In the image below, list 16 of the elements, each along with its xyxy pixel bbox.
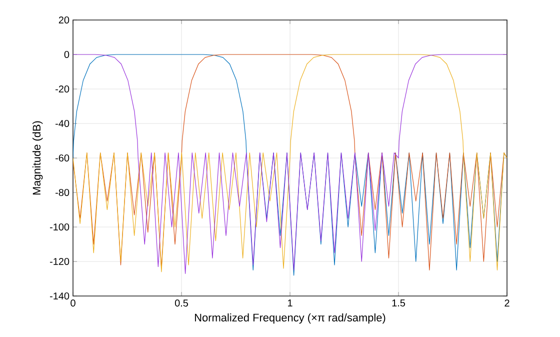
x-tick-label: 0 (70, 300, 76, 307)
x-tick-label: 1.5 (392, 300, 406, 306)
y-tick-label: -60 (56, 154, 70, 162)
y-tick-label: 20 (58, 16, 70, 24)
y-tick-label: -120 (50, 258, 70, 266)
x-axis-title: Normalized Frequency (×π rad/sample) (195, 313, 386, 324)
y-tick-label: -20 (56, 85, 70, 93)
y-tick-label: -80 (56, 188, 70, 196)
y-tick-label: 0 (64, 50, 70, 58)
x-tick-label: 0.5 (174, 300, 188, 307)
y-axis-title: Magnitude (dB) (32, 121, 43, 195)
y-tick-label: -100 (50, 223, 70, 231)
y-tick-label: -140 (50, 292, 70, 300)
x-tick-label: 1 (288, 300, 292, 306)
y-tick-label: -40 (56, 120, 70, 128)
x-tick-label: 2 (504, 300, 510, 306)
